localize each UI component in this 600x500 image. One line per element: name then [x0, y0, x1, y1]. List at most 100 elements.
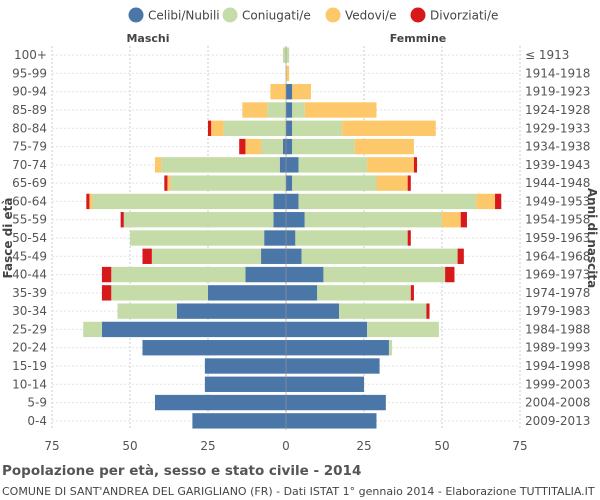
bar-female-segment	[286, 120, 293, 136]
bar-female-segment	[298, 193, 477, 210]
x-tick-label: 25	[200, 439, 215, 453]
bar-male-segment	[204, 376, 286, 392]
x-tick-label: 0	[282, 439, 290, 453]
bar-male-segment	[164, 175, 168, 191]
bar-male-segment	[176, 303, 286, 319]
bar-female-segment	[354, 138, 414, 155]
bar-female-segment	[286, 321, 368, 338]
bar-female-segment	[301, 248, 458, 264]
bar-female-segment	[286, 394, 386, 411]
birth-year-label: 1954-1958	[525, 213, 590, 227]
legend-marker	[222, 7, 238, 23]
age-group-label: 10-14	[12, 377, 47, 391]
bar-male-segment	[92, 193, 274, 210]
age-group-label: 5-9	[27, 396, 47, 410]
bar-male-segment	[167, 175, 171, 191]
bar-female-segment	[286, 175, 293, 191]
age-group-label: 65-69	[12, 176, 47, 190]
bar-male-segment	[282, 47, 286, 63]
y-axis-title-right: Anni di nascita	[585, 188, 599, 288]
bar-male-segment	[245, 266, 286, 283]
bar-male-segment	[239, 138, 246, 155]
age-group-label: 75-79	[12, 140, 47, 154]
legend-label: Coniugati/e	[242, 9, 311, 23]
bar-female-segment	[388, 340, 393, 356]
age-group-label: 50-54	[12, 231, 47, 245]
chart-title: Popolazione per età, sesso e stato civil…	[2, 463, 362, 479]
bar-female-segment	[286, 157, 299, 173]
bar-male-segment	[83, 321, 102, 338]
bar-male-segment	[267, 102, 286, 118]
bar-male-segment	[264, 230, 286, 246]
bar-male-segment	[111, 266, 246, 283]
males-label: Maschi	[126, 32, 169, 45]
age-group-label: 80-84	[12, 121, 47, 135]
x-tick-label: 25	[356, 439, 371, 453]
bar-female-segment	[367, 157, 414, 173]
birth-year-label: 1934-1938	[525, 140, 590, 154]
bar-male-segment	[101, 285, 112, 301]
bar-male-segment	[120, 212, 124, 228]
bar-male-segment	[273, 193, 286, 210]
x-tick-label: 75	[512, 439, 527, 453]
bar-female-segment	[407, 175, 411, 191]
bar-female-segment	[304, 102, 377, 118]
bar-male-segment	[204, 358, 286, 374]
bar-female-segment	[460, 212, 467, 228]
bar-male-segment	[261, 138, 283, 155]
bar-male-segment	[245, 138, 262, 155]
bar-male-segment	[151, 248, 262, 264]
females-label: Femmine	[390, 32, 447, 45]
bar-female-segment	[292, 138, 355, 155]
bar-male-segment	[261, 248, 286, 264]
birth-year-label: 2009-2013	[525, 414, 590, 428]
age-group-label: 90-94	[12, 85, 47, 99]
x-tick-label: 50	[122, 439, 137, 453]
bar-female-segment	[286, 230, 296, 246]
bar-male-segment	[86, 193, 90, 210]
bar-female-segment	[298, 157, 368, 173]
axes: 75 50 25 0 25 50 75 100+ ≤ 1913 95-99 1914-1918 90-…	[12, 46, 590, 453]
age-group-label: 30-34	[12, 304, 47, 318]
age-group-label: 55-59	[12, 213, 47, 227]
bar-female-segment	[367, 321, 439, 338]
bar-male-segment	[273, 212, 286, 228]
bars	[83, 47, 502, 429]
bar-male-segment	[154, 394, 286, 411]
bar-male-segment	[192, 413, 286, 429]
bar-female-segment	[407, 230, 411, 246]
bar-female-segment	[286, 138, 293, 155]
bar-male-segment	[242, 102, 268, 118]
bar-male-segment	[270, 84, 286, 100]
birth-year-label: 1974-1978	[525, 286, 590, 300]
birth-year-label: 1924-1928	[525, 103, 590, 117]
y-axis-title-left: Fasce di età	[1, 197, 15, 278]
legend-label: Celibi/Nubili	[148, 9, 220, 23]
bar-female-segment	[442, 212, 461, 228]
bar-male-segment	[130, 230, 265, 246]
population-pyramid-chart: 75 50 25 0 25 50 75 100+ ≤ 1913 95-99 1914-1918 90-…	[1, 7, 599, 453]
bar-male-segment	[117, 303, 177, 319]
bar-female-segment	[317, 285, 411, 301]
bar-female-segment	[339, 303, 427, 319]
bar-male-segment	[223, 120, 286, 136]
bar-female-segment	[286, 84, 293, 100]
bar-female-segment	[426, 303, 430, 319]
age-group-label: 45-49	[12, 249, 47, 263]
bar-male-segment	[282, 138, 286, 155]
bar-male-segment	[142, 248, 152, 264]
bar-male-segment	[170, 175, 286, 191]
age-group-label: 35-39	[12, 286, 47, 300]
age-group-label: 40-44	[12, 268, 47, 282]
age-group-label: 95-99	[12, 66, 47, 80]
x-tick-label: 75	[44, 439, 59, 453]
legend-label: Vedovi/e	[345, 9, 396, 23]
bar-male-segment	[208, 120, 212, 136]
bar-female-segment	[292, 102, 305, 118]
bar-female-segment	[286, 47, 290, 63]
birth-year-label: 1964-1968	[525, 249, 590, 263]
bar-male-segment	[101, 321, 286, 338]
bar-female-segment	[286, 340, 389, 356]
legend: Celibi/Nubili Coniugati/e Vedovi/e Divorzia…	[128, 7, 498, 23]
age-group-label: 15-19	[12, 359, 47, 373]
